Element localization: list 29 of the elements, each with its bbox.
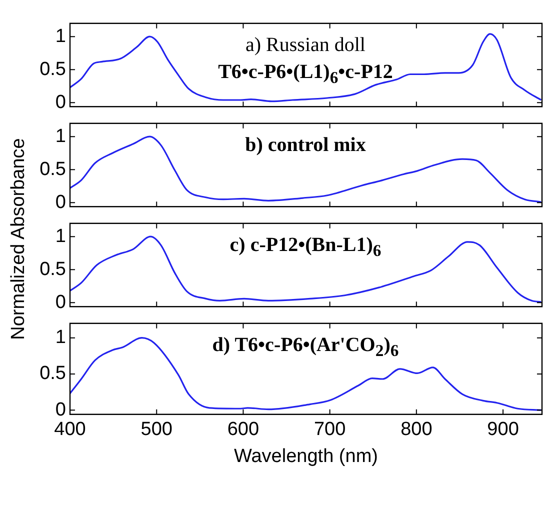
y-tick-label: 1: [55, 327, 66, 348]
annotation: d) T6•c-P6•(Ar'CO$_{2}$)$_{6}$: [212, 334, 399, 360]
y-tick-label: 1: [55, 26, 66, 47]
y-tick-label: 0: [55, 399, 66, 420]
line-series: [70, 33, 542, 102]
y-tick-label: 0: [55, 192, 66, 213]
x-tick-label: 500: [140, 419, 172, 440]
y-axis-title: Normalized Absorbance: [8, 138, 30, 340]
annotation: c) c-P12•(Bn-L1)$_{6}$: [230, 234, 382, 260]
x-tick-label: 400: [54, 419, 86, 440]
x-axis-title: Wavelength (nm): [234, 446, 378, 467]
x-tick-label: 900: [487, 419, 519, 440]
annotation: b) control mix: [245, 134, 366, 156]
x-tick-label: 700: [314, 419, 346, 440]
x-tick-label: 600: [227, 419, 260, 440]
y-tick-label: 1: [55, 126, 66, 147]
y-tick-label: 0: [55, 292, 66, 313]
x-tick-label: 800: [400, 419, 432, 440]
y-tick-label: 0: [55, 92, 66, 113]
line-series: [70, 236, 542, 303]
y-tick-label: 0.5: [40, 58, 66, 80]
line-series: [70, 337, 542, 411]
line-series: [70, 136, 542, 203]
annotation: T6•c-P6•(L1)$_{6}$•c-P12: [218, 61, 393, 87]
annotation: a) Russian doll: [246, 34, 366, 56]
y-tick-label: 1: [55, 226, 66, 247]
y-tick-label: 0.5: [40, 258, 66, 280]
y-tick-label: 0.5: [40, 363, 66, 384]
y-tick-label: 0.5: [40, 158, 66, 180]
